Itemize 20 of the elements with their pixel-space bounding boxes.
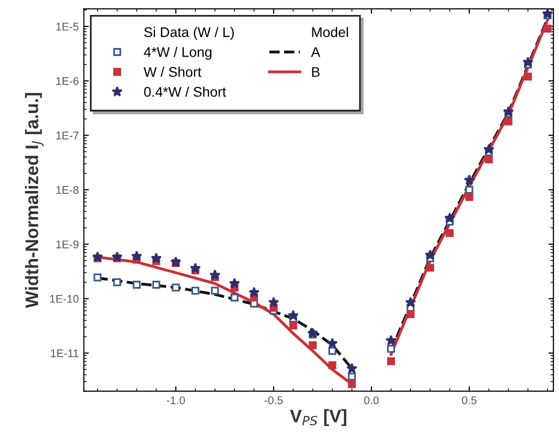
y-tick-label: 1E-11: [51, 349, 78, 358]
legend-label: 0.4*W / Short: [144, 86, 226, 97]
legend-label: B: [312, 67, 320, 77]
legend-label: 4*W / Long: [144, 46, 212, 60]
x-tick-label: 0.5: [462, 396, 477, 404]
y-tick-label: 1E-5: [56, 22, 79, 31]
annotation: Model: [312, 26, 348, 38]
legend-label: W / Short: [144, 66, 202, 77]
x-tick-label: 0.0: [364, 396, 379, 404]
x-tick-label: -0.5: [264, 396, 283, 404]
y-tick-label: 1E-9: [56, 240, 78, 248]
y-tick-label: 1E-10: [50, 294, 79, 303]
x-axis-title: V$_{PS}$ [V]: [290, 409, 346, 426]
y-tick-label: 1E-8: [56, 186, 79, 194]
y-tick-label: 1E-7: [56, 132, 78, 140]
x-tick-label: -1.0: [166, 396, 185, 404]
y-tick-label: 1E-6: [56, 77, 78, 85]
legend-label: A: [311, 47, 320, 57]
legend-title: Si Data (W / L): [144, 26, 234, 40]
y-axis-title: Width-Normalized I$_{J}$ [a.u.]: [25, 93, 44, 308]
